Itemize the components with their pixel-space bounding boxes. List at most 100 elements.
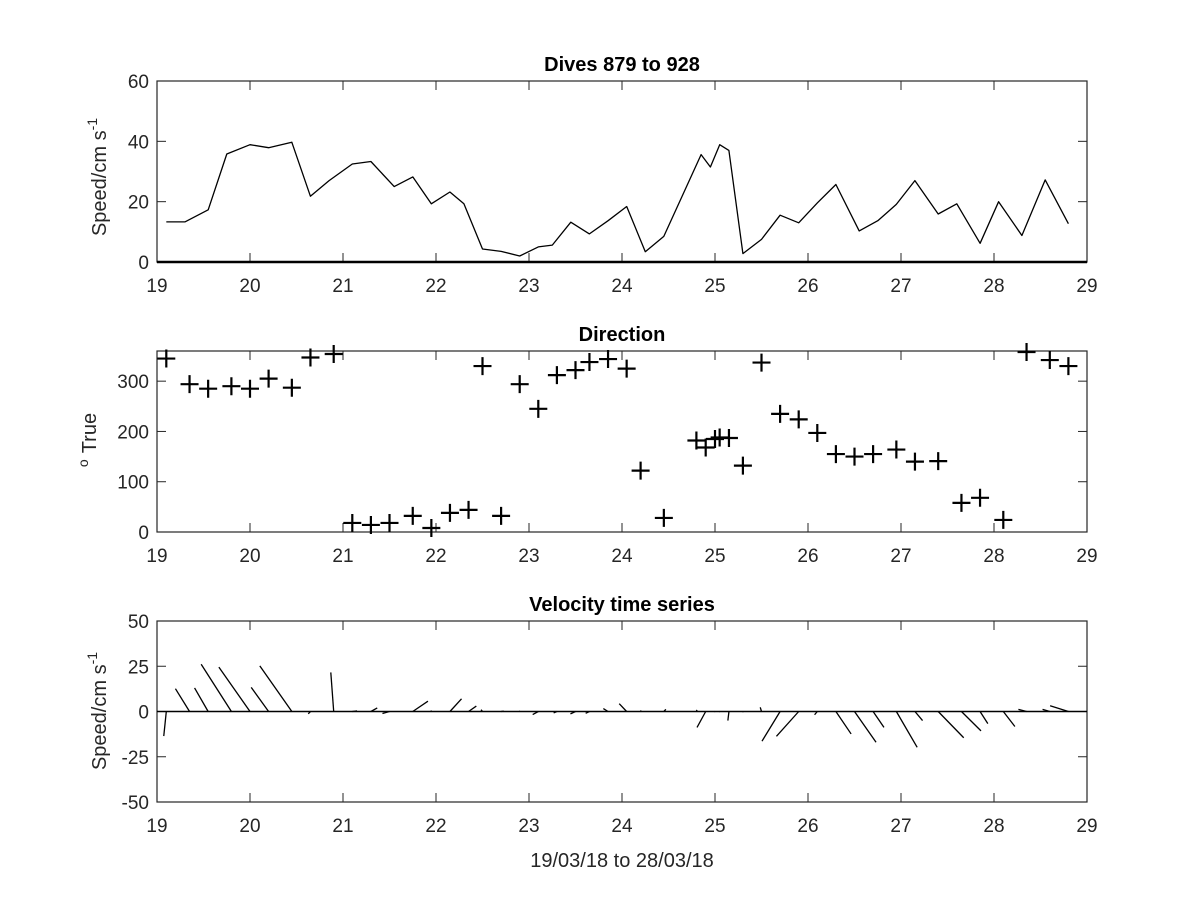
direction-marker [222, 377, 241, 396]
velocity-panel: Velocity time series 19 20 21 22 23 24 25 26 27 2… [84, 594, 1098, 872]
speed-y-axis-label-superscript: -1 [84, 118, 100, 131]
velocity-x-tick-label: 19 [146, 816, 167, 837]
direction-marker [994, 510, 1013, 529]
velocity-stick [663, 708, 667, 712]
velocity-x-tick-label: 24 [611, 816, 633, 837]
velocity-x-tick-label: 20 [239, 816, 260, 837]
velocity-stick [618, 703, 628, 712]
x-axis-label: 19/03/18 to 28/03/18 [530, 850, 714, 872]
velocity-stick [553, 710, 558, 714]
velocity-stick [174, 688, 191, 712]
velocity-stick [895, 711, 918, 748]
direction-marker [952, 493, 971, 512]
direction-marker [887, 440, 906, 459]
velocity-stick [1049, 705, 1069, 713]
velocity-y-axis-label-main: Speed/cm s [89, 664, 111, 770]
velocity-stick [914, 711, 924, 721]
speed-panel-title: Dives 879 to 928 [544, 54, 700, 76]
velocity-x-tick-label: 25 [704, 816, 725, 837]
velocity-stick [960, 711, 982, 732]
velocity-stick [412, 700, 429, 713]
direction-marker [733, 456, 752, 475]
direction-marker [789, 410, 808, 429]
velocity-stick [872, 711, 885, 728]
velocity-stick [430, 710, 432, 712]
speed-x-tick-label: 22 [425, 276, 446, 297]
velocity-stick [163, 711, 167, 737]
velocity-stick [200, 663, 232, 712]
direction-y-axis-label: o True [75, 413, 101, 467]
direction-marker [631, 461, 650, 480]
direction-marker [180, 375, 199, 394]
direction-plot-area: 19 20 21 22 23 24 25 26 27 28 29 0 100 200 300 [117, 343, 1098, 567]
velocity-stick [307, 711, 311, 715]
velocity-plot-area: 19 20 21 22 23 24 25 26 27 28 29 -50 -25 0 25 50 [122, 612, 1098, 837]
velocity-y-tick-label: -50 [122, 793, 149, 814]
velocity-stick [250, 687, 270, 712]
direction-marker [259, 369, 278, 388]
direction-marker [971, 488, 990, 507]
direction-x-tick-label: 25 [704, 546, 725, 567]
velocity-x-tick-label: 27 [890, 816, 911, 837]
velocity-stick [759, 707, 763, 712]
speed-x-tick-label: 21 [332, 276, 353, 297]
velocity-x-tick-label: 23 [518, 816, 539, 837]
speed-plot-area: 19 20 21 22 23 24 25 26 27 28 29 0 20 40 60 [128, 72, 1098, 297]
velocity-stick [1018, 708, 1027, 713]
velocity-stick [330, 672, 335, 712]
velocity-stick [468, 705, 477, 713]
velocity-stick [696, 711, 707, 728]
velocity-x-tick-label: 21 [332, 816, 353, 837]
speed-panel: Dives 879 to 928 19 20 21 22 23 24 25 26 27 28 29 0… [84, 54, 1098, 297]
direction-marker [343, 513, 362, 532]
direction-marker [282, 378, 301, 397]
speed-y-tick-label: 40 [128, 132, 149, 153]
velocity-stick [259, 665, 293, 712]
velocity-y-tick-label: 0 [138, 703, 149, 724]
velocity-panel-title: Velocity time series [529, 594, 715, 616]
velocity-stick [532, 710, 539, 716]
velocity-stick [814, 711, 818, 716]
direction-marker [157, 349, 176, 368]
direction-marker [301, 348, 320, 367]
velocity-y-axis-label-superscript: -1 [84, 652, 100, 665]
speed-x-tick-label: 27 [890, 276, 911, 297]
direction-marker [566, 361, 585, 380]
speed-y-tick-label: 60 [128, 72, 149, 93]
direction-y-tick-label: 300 [117, 372, 149, 393]
velocity-stick [640, 710, 642, 712]
velocity-stick [979, 711, 989, 724]
direction-marker [510, 375, 529, 394]
direction-marker [440, 503, 459, 522]
speed-x-tick-label: 29 [1076, 276, 1097, 297]
direction-marker [1059, 357, 1078, 376]
velocity-stick [937, 711, 965, 739]
velocity-stick [853, 711, 877, 743]
velocity-x-tick-label: 26 [797, 816, 818, 837]
direction-x-tick-label: 24 [611, 546, 633, 567]
velocity-stick [382, 710, 390, 715]
speed-y-tick-label: 0 [138, 253, 149, 274]
direction-marker [580, 353, 599, 372]
direction-x-tick-label: 29 [1076, 546, 1097, 567]
velocity-stick [480, 709, 484, 712]
velocity-stick [835, 711, 852, 735]
velocity-stick [603, 708, 609, 713]
direction-marker [403, 506, 422, 525]
direction-marker [473, 357, 492, 376]
velocity-y-tick-label: 50 [128, 612, 149, 633]
direction-y-tick-label: 200 [117, 422, 149, 443]
speed-x-tick-label: 20 [239, 276, 260, 297]
velocity-x-tick-label: 22 [425, 816, 446, 837]
direction-x-tick-label: 20 [239, 546, 260, 567]
velocity-stick [370, 707, 378, 713]
direction-marker [241, 379, 259, 398]
velocity-stick [742, 711, 744, 713]
direction-marker [696, 438, 715, 457]
direction-x-tick-label: 27 [890, 546, 911, 567]
velocity-stick [570, 710, 576, 715]
velocity-stick [449, 698, 463, 712]
speed-y-axis-label: Speed/cm s-1 [84, 118, 111, 236]
velocity-x-tick-label: 29 [1076, 816, 1097, 837]
velocity-stick [761, 711, 781, 742]
